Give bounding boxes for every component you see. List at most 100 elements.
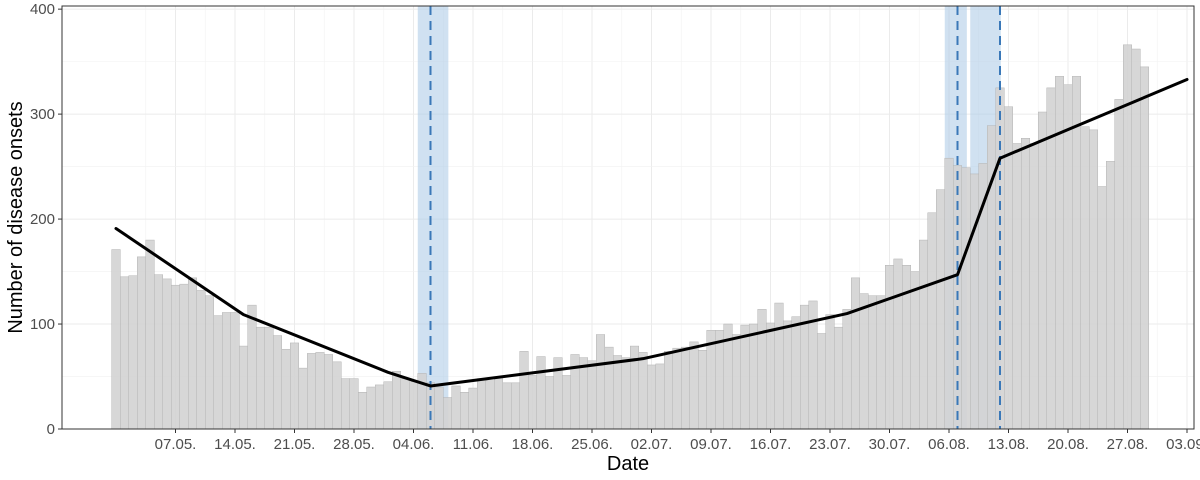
bar <box>1106 161 1115 430</box>
bar <box>715 330 724 430</box>
bar <box>1063 84 1073 430</box>
x-tick-label: 02.07. <box>631 436 673 453</box>
bar <box>188 277 197 430</box>
y-axis-ticks: 0 100 200 300 400 <box>30 1 62 438</box>
bar <box>511 382 520 430</box>
bar <box>171 284 180 430</box>
bar <box>375 384 384 430</box>
bar <box>817 333 826 430</box>
y-axis-title: Number of disease onsets <box>5 101 27 333</box>
bar <box>519 351 529 430</box>
bar <box>851 277 860 430</box>
bar <box>732 334 741 430</box>
bar <box>681 346 690 430</box>
y-tick-label: 200 <box>30 211 55 228</box>
bar <box>842 309 852 430</box>
bar <box>995 87 1005 430</box>
bar <box>528 375 537 430</box>
bar <box>757 309 767 430</box>
bar <box>485 380 495 430</box>
bar <box>392 371 401 430</box>
fit-line <box>114 77 1189 388</box>
bar <box>230 312 240 430</box>
x-tick-label: 16.07. <box>750 436 792 453</box>
bar <box>868 295 877 430</box>
bar <box>1089 129 1098 430</box>
bar <box>256 326 265 430</box>
bar <box>536 356 546 430</box>
bar <box>1029 143 1039 430</box>
y-tick-label: 100 <box>30 316 55 333</box>
bar <box>1114 99 1124 430</box>
bar <box>664 351 673 430</box>
bar <box>137 256 146 430</box>
fit-line-group <box>114 77 1189 388</box>
bar <box>1072 76 1081 430</box>
bar <box>825 314 835 430</box>
plot-border <box>61 5 1195 430</box>
y-tick-label: 300 <box>30 106 55 123</box>
bar <box>545 376 554 430</box>
bar <box>281 348 291 430</box>
bar <box>239 345 248 430</box>
bar <box>341 378 350 430</box>
bar <box>502 382 512 430</box>
bar <box>919 239 928 430</box>
bar <box>1055 76 1064 430</box>
bar <box>893 258 903 430</box>
x-tick-label: 28.05. <box>333 436 375 453</box>
bar <box>366 386 376 430</box>
bar <box>145 239 155 430</box>
bar <box>162 278 172 430</box>
bar <box>902 265 911 430</box>
bar <box>783 320 792 430</box>
y-tick-label: 400 <box>30 1 55 18</box>
bar <box>1080 126 1090 430</box>
bar <box>672 347 682 430</box>
bar <box>655 363 665 430</box>
bar <box>587 360 597 430</box>
bar <box>579 357 588 430</box>
y-tick-label: 0 <box>47 421 55 438</box>
bar <box>205 295 214 430</box>
bar <box>876 295 886 430</box>
x-tick-label: 27.08. <box>1107 436 1149 453</box>
bar <box>961 167 971 430</box>
bar <box>1038 111 1047 430</box>
bar <box>358 392 367 430</box>
x-tick-label: 06.08. <box>928 436 970 453</box>
bar <box>834 326 843 430</box>
bar <box>774 302 784 430</box>
changepoint-ci-band <box>417 6 449 429</box>
bar <box>332 361 342 430</box>
bar <box>1021 138 1030 430</box>
x-tick-label: 13.08. <box>988 436 1030 453</box>
bar <box>196 290 206 430</box>
bar <box>604 346 614 430</box>
x-tick-label: 11.06. <box>453 436 494 453</box>
x-tick-label: 04.06. <box>393 436 435 453</box>
bar <box>689 341 699 430</box>
x-tick-label: 23.07. <box>809 436 851 453</box>
bar <box>307 353 316 430</box>
bar <box>621 357 631 430</box>
bar <box>128 275 138 430</box>
x-tick-label: 30.07. <box>869 436 911 453</box>
bar <box>460 392 469 430</box>
bar <box>409 381 418 430</box>
bar <box>111 249 121 430</box>
bar <box>468 387 478 430</box>
x-tick-label: 25.06. <box>571 436 613 453</box>
bar <box>647 364 656 430</box>
bar <box>791 316 801 430</box>
x-tick-label: 03.09. <box>1166 436 1200 453</box>
x-tick-label: 21.05. <box>274 436 316 453</box>
bar <box>740 324 750 430</box>
bar <box>298 367 308 430</box>
bar <box>596 334 605 430</box>
bars <box>111 44 1149 430</box>
bar <box>859 293 869 430</box>
bar <box>273 335 282 430</box>
bar <box>936 189 945 430</box>
